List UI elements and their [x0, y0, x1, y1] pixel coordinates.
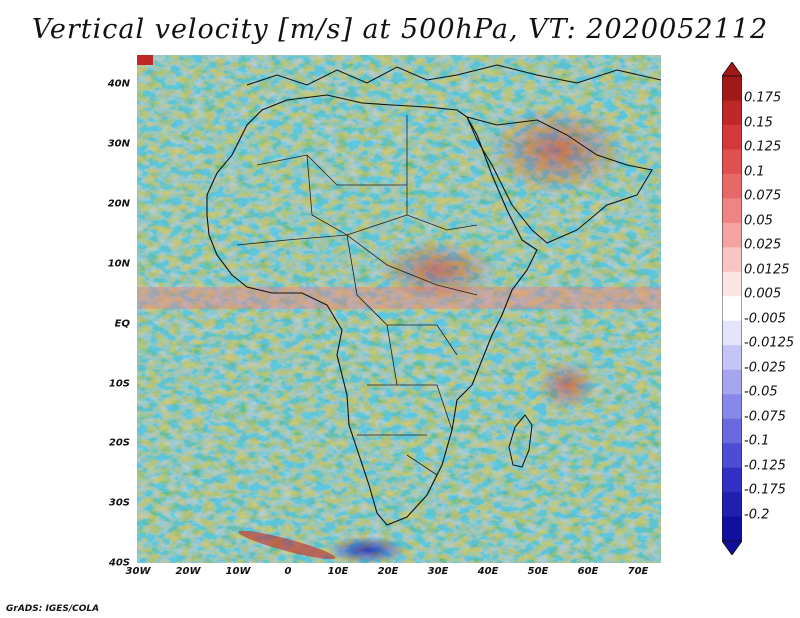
colorbar-bottom-arrow — [722, 540, 742, 555]
colorbar-label: 0.025 — [744, 237, 782, 253]
colorbar-swatch — [722, 149, 742, 175]
colorbar-label: 0.05 — [744, 213, 773, 229]
map-title: Vertical velocity [m/s] at 500hPa, VT: 2… — [31, 14, 769, 45]
lon-tick-label: 0 — [284, 566, 292, 577]
lon-tick-label: 20W — [175, 566, 201, 577]
lat-tick-label: 20S — [108, 437, 130, 449]
colorbar-label: -0.025 — [744, 360, 786, 376]
africa-coastline — [206, 94, 538, 526]
grads-credit: GrADS: IGES/COLA — [6, 604, 100, 614]
lat-tick-label: 30S — [108, 497, 130, 509]
colorbar-label: -0.0125 — [744, 335, 795, 351]
lat-tick-label: EQ — [114, 318, 130, 330]
colorbar-label: 0.0125 — [744, 262, 790, 278]
colorbar-swatch — [722, 467, 742, 493]
lat-tick-label: 30N — [107, 138, 130, 150]
map-panel — [137, 55, 662, 564]
lon-tick-label: 30E — [427, 566, 449, 577]
colorbar-swatch — [722, 100, 742, 126]
madagascar — [508, 414, 533, 468]
lon-tick-label: 10E — [327, 566, 349, 577]
colorbar-top-arrow — [722, 62, 742, 77]
colorbar-swatch — [722, 198, 742, 224]
colorbar-label: -0.2 — [744, 507, 770, 523]
colorbar-swatch — [722, 443, 742, 468]
sahel-hotspot — [377, 240, 497, 300]
colorbar-label: -0.075 — [744, 409, 786, 425]
colorbar-swatch — [722, 492, 742, 517]
vertical-velocity-map — [137, 55, 662, 564]
colorbar-swatch — [722, 124, 742, 150]
colorbar-label: 0.1 — [744, 164, 765, 180]
colorbar-swatch — [722, 173, 742, 199]
colorbar-swatch — [722, 76, 742, 101]
europe-coast — [246, 64, 662, 86]
lat-tick-label: 40N — [107, 78, 130, 90]
colorbar-label: 0.175 — [744, 90, 782, 106]
colorbar-label: -0.125 — [744, 458, 786, 474]
lon-tick-label: 10W — [225, 566, 251, 577]
lon-tick-label: 40E — [477, 566, 499, 577]
lon-tick-label: 20E — [377, 566, 399, 577]
colorbar-swatch — [722, 247, 742, 273]
colorbar-label: 0.125 — [744, 139, 782, 155]
colorbar-swatch — [722, 418, 742, 444]
lon-tick-label: 50E — [527, 566, 549, 577]
arabia-hotspot — [487, 105, 627, 195]
colorbar-border — [722, 75, 742, 542]
colorbar-label: -0.1 — [744, 433, 770, 449]
colorbar-label: 0.15 — [744, 115, 773, 131]
colorbar-label: -0.05 — [744, 384, 778, 400]
lon-tick-label: 60E — [577, 566, 599, 577]
colorbar-swatch — [722, 516, 742, 542]
northwest-red-corner — [137, 55, 153, 65]
colorbar-label: -0.005 — [744, 311, 786, 327]
colorbar-swatch — [722, 394, 742, 419]
colorbar-swatch — [722, 320, 742, 346]
colorbar — [722, 62, 742, 555]
colorbar-swatch — [722, 296, 742, 322]
colorbar-swatch — [722, 222, 742, 248]
lon-tick-label: 30W — [125, 566, 151, 577]
colorbar-label: 0.005 — [744, 286, 782, 302]
colorbar-swatch — [722, 345, 742, 370]
lon-tick-label: 70E — [627, 566, 649, 577]
colorbar-swatch — [722, 369, 742, 395]
arabian-peninsula — [466, 116, 653, 244]
indian-ocean-hotspot — [537, 360, 597, 410]
colorbar-label: 0.075 — [744, 188, 782, 204]
lat-tick-label: 10S — [108, 378, 130, 390]
colorbar-swatch — [722, 271, 742, 297]
colorbar-label: -0.175 — [744, 482, 786, 498]
lat-tick-label: 20N — [107, 198, 130, 210]
southwest-red-streak — [238, 530, 336, 560]
lat-tick-label: 40S — [108, 557, 130, 569]
country-borders — [236, 115, 478, 476]
southern-cold-patch — [327, 536, 407, 564]
lat-tick-label: 10N — [107, 258, 130, 270]
